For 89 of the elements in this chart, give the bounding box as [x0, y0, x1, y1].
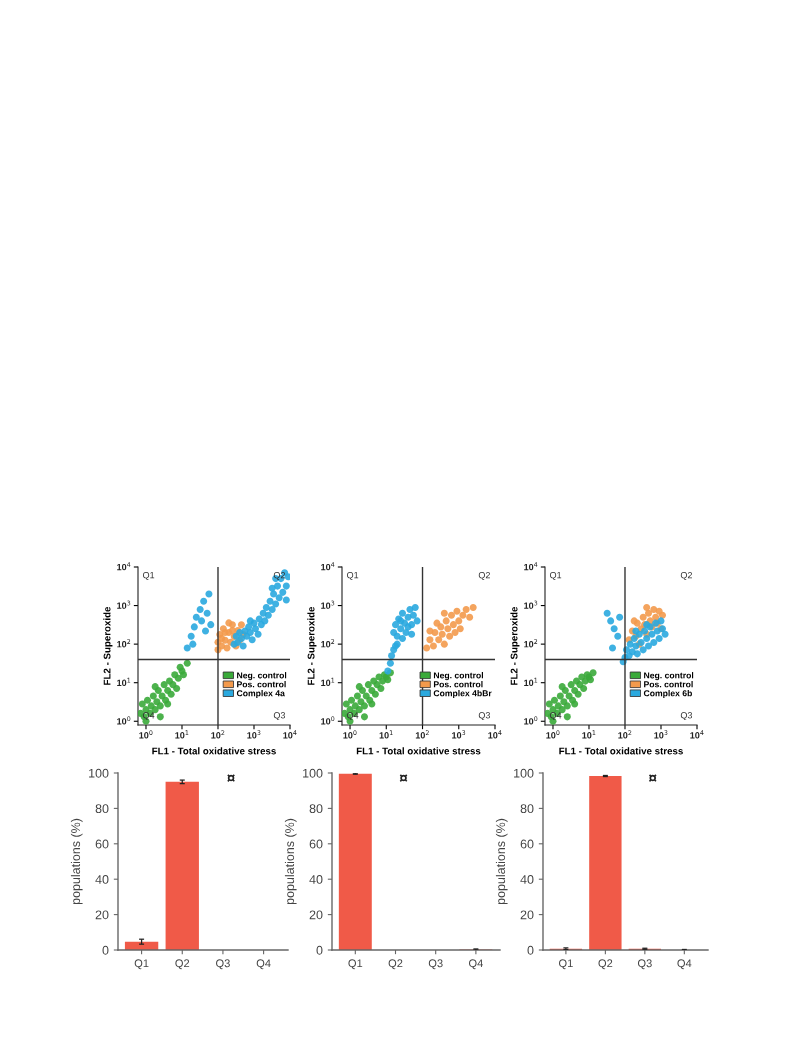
y-tick-label: 100	[89, 768, 109, 778]
annotation: ¤	[399, 774, 408, 782]
y-tick-label: 60	[309, 839, 323, 849]
y-tick-label: 10$^{1}$	[524, 677, 538, 686]
y-tick-label: 10$^{0}$	[321, 716, 335, 725]
x-tick-label: Q3	[637, 959, 652, 970]
x-tick-label: 10$^{3}$	[654, 730, 668, 739]
y-tick-label: 10$^{4}$	[524, 562, 538, 571]
y-tick-label: 40	[520, 875, 534, 884]
y-tick-label: 0	[102, 945, 109, 955]
y-tick-label: 20	[309, 910, 323, 920]
y-axis-title: FL2 - Superoxide	[307, 606, 317, 685]
y-tick-label: 100	[514, 768, 534, 778]
x-tick-label: 10$^{0}$	[139, 730, 153, 739]
y-tick-label: 10$^{2}$	[524, 639, 538, 648]
y-tick-label: 40	[95, 875, 109, 884]
y-tick-label: 100	[303, 768, 323, 778]
x-tick-label: 10$^{3}$	[452, 730, 466, 739]
x-tick-label: Q2	[598, 959, 613, 970]
y-tick-label: 10$^{2}$	[321, 639, 335, 648]
y-tick-label: 10$^{3}$	[117, 600, 131, 609]
annotation: Q3	[478, 712, 491, 721]
y-tick-label: 10$^{0}$	[524, 716, 538, 725]
x-axis-title: FL1 - Total oxidative stress	[559, 747, 683, 755]
x-axis-title: FL1 - Total oxidative stress	[356, 747, 481, 755]
annotation: Q1	[142, 571, 155, 580]
annotation: Q2	[478, 571, 490, 580]
x-tick-label: 10$^{4}$	[690, 730, 704, 739]
y-tick-label: 20	[95, 910, 109, 920]
x-axis-title: FL1 - Total oxidative stress	[152, 747, 276, 755]
y-tick-label: 80	[520, 804, 534, 814]
x-tick-label: 10$^{3}$	[247, 730, 261, 739]
y-tick-label: 10$^{4}$	[117, 562, 131, 571]
y-tick-label: 80	[95, 804, 109, 814]
annotation: Q1	[549, 571, 562, 580]
legend-label: Pos. control	[237, 681, 286, 688]
annotation: Q2	[680, 571, 692, 580]
x-tick-label: Q2	[175, 959, 190, 970]
y-tick-label: 10$^{3}$	[321, 600, 335, 609]
x-tick-label: Q1	[134, 959, 149, 970]
x-tick-label: 10$^{1}$	[582, 730, 596, 739]
x-tick-label: 10$^{4}$	[488, 730, 502, 739]
y-tick-label: 10$^{4}$	[321, 562, 335, 571]
legend-label: Complex 6b	[643, 689, 692, 698]
x-tick-label: 10$^{0}$	[546, 730, 560, 739]
y-tick-label: 10$^{1}$	[117, 677, 131, 686]
x-tick-label: Q4	[256, 959, 271, 970]
x-tick-label: Q4	[677, 959, 692, 970]
annotation: Q3	[273, 712, 286, 721]
x-tick-label: Q4	[469, 959, 483, 970]
x-tick-label: 10$^{0}$	[343, 730, 357, 739]
x-tick-label: 10$^{2}$	[211, 730, 225, 739]
x-tick-label: 10$^{2}$	[415, 730, 429, 739]
legend-label: Pos. control	[644, 681, 693, 688]
y-axis-title: FL2 - Superoxide	[103, 606, 113, 685]
y-axis-title: populations (%)	[70, 818, 83, 905]
y-tick-label: 0	[527, 945, 534, 955]
legend-label: Complex 4bBr	[433, 689, 492, 698]
annotation: Q1	[347, 571, 359, 580]
x-tick-label: Q3	[216, 959, 230, 970]
legend-label: Complex 4a	[236, 689, 285, 698]
x-tick-label: Q1	[559, 959, 573, 970]
x-tick-label: Q3	[428, 959, 443, 970]
y-tick-label: 0	[316, 945, 323, 955]
y-axis-title: FL2 - Superoxide	[510, 606, 520, 685]
x-tick-label: 10$^{2}$	[618, 730, 632, 739]
y-tick-label: 80	[309, 804, 323, 814]
y-tick-label: 40	[309, 875, 323, 884]
y-tick-label: 60	[520, 839, 534, 849]
x-tick-label: 10$^{1}$	[175, 730, 189, 739]
legend-label: Pos. control	[433, 681, 483, 688]
x-tick-label: 10$^{1}$	[379, 730, 393, 739]
y-axis-title: populations (%)	[284, 818, 297, 905]
annotation: ¤	[227, 774, 235, 782]
legend-label: Neg. control	[433, 672, 483, 681]
y-tick-label: 10$^{1}$	[321, 677, 335, 686]
y-tick-label: 60	[95, 839, 109, 849]
y-tick-label: 10$^{2}$	[117, 639, 131, 648]
x-tick-label: Q2	[388, 959, 403, 970]
legend-label: Neg. control	[644, 672, 694, 681]
x-tick-label: Q1	[348, 959, 363, 970]
y-axis-title: populations (%)	[495, 818, 508, 905]
y-tick-label: 10$^{3}$	[524, 600, 538, 609]
legend-label: Neg. control	[237, 672, 287, 681]
annotation: Q3	[680, 712, 693, 721]
annotation: ¤	[648, 774, 657, 782]
y-tick-label: 10$^{0}$	[117, 716, 131, 725]
y-tick-label: 20	[520, 910, 534, 920]
x-tick-label: 10$^{4}$	[283, 730, 297, 739]
